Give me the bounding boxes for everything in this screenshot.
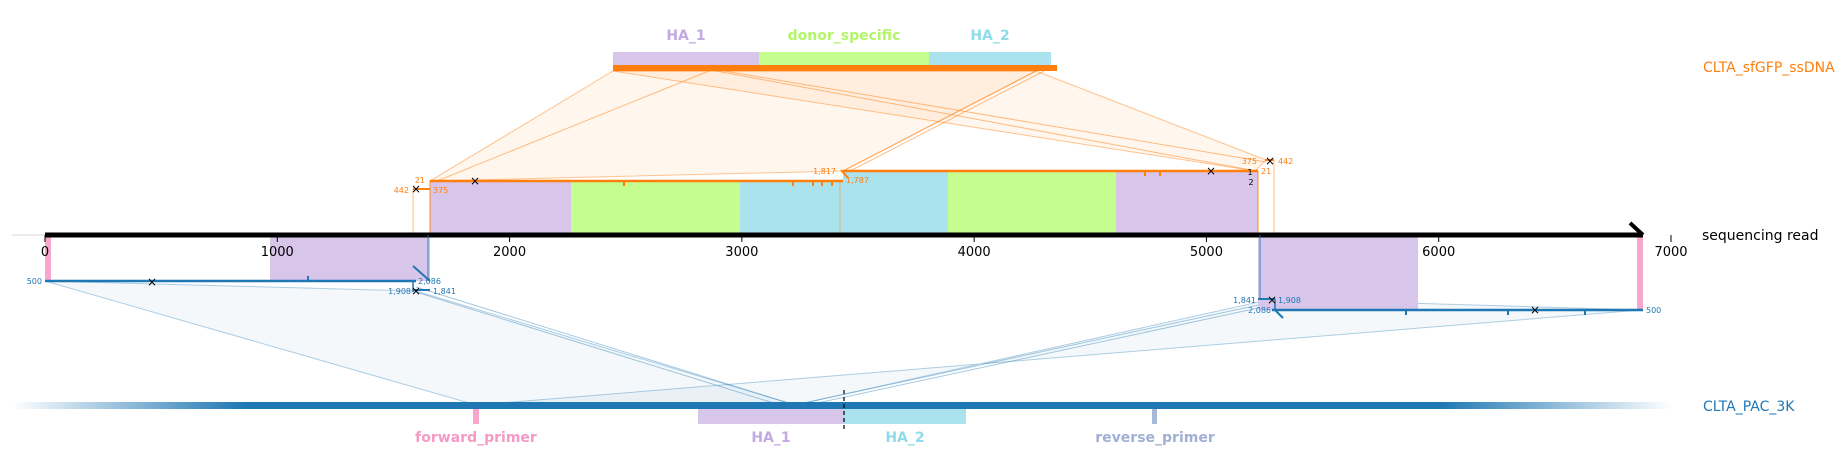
target-reference: forward_primer HA_1 HA_2 reverse_primer … [12,390,1795,446]
donor-ha2-label: HA_2 [970,28,1009,44]
donor-fan-line [715,70,1257,172]
target-rev-primer-block [1152,409,1157,424]
target-fan-line [807,304,1273,406]
read-axis-tick-label: 2000 [493,245,526,260]
target-aln1-annot-2086: 2,086 [418,277,441,286]
target-ha2-block [844,409,966,424]
donor-specific-label: donor_specific [788,28,901,44]
target-ha1-label: HA_1 [751,430,790,446]
target-aln1-annot-1908: 1,908 [388,287,411,296]
donor-specific-block [759,52,929,66]
donor-aln2-annot-21: 21 [1261,167,1271,176]
target-fan-line [415,291,781,406]
donor-aln2-annot-1817: 1,817 [813,167,836,176]
mismatch-marker: × [1265,154,1275,168]
target-aln2-annot-2086: 2,086 [1248,306,1271,315]
aln1-ha2-block [740,181,843,235]
target-aln1-annot-1841: 1,841 [433,287,456,296]
donor-alignment-bars: × × × × 21 442 375 1,817 1,787 375 442 2… [394,154,1293,235]
target-aln2-annot-500: 500 [1646,306,1661,315]
donor-aln-edge [840,169,849,179]
donor-aln2-annot-375: 375 [1242,157,1257,166]
mismatch-marker: × [1206,164,1216,178]
target-fan-line [415,286,796,406]
donor-aln2-annot-2: 2 [1248,178,1253,187]
donor-fan-line [842,70,1037,172]
donor-name-label: CLTA_sfGFP_ssDNA [1703,60,1835,76]
mismatch-marker: × [1267,293,1277,307]
sequencing-read-label: sequencing read [1702,228,1818,244]
mismatch-marker: × [470,174,480,188]
read-feature-blocks [45,171,1643,310]
target-aln1-annot-500: 500 [27,277,42,286]
target-fwd-primer-block [473,409,479,424]
read-fwd-primer-right [1637,235,1643,310]
aln1-donor-specific-block [571,181,740,235]
target-ha2-label: HA_2 [885,430,924,446]
target-aln2-ha1-block [1258,235,1418,310]
read-axis-tick-label: 0 [41,245,49,260]
target-aln-edge [1274,309,1284,319]
sequencing-read-arrowhead [1628,221,1645,237]
mismatch-marker: × [1530,303,1540,317]
donor-aln2-annot-1: 1 [1247,168,1252,177]
target-alignment-bars: × × × × 500 2,086 1,908 1,841 1,841 1,90… [27,235,1661,319]
donor-fan-line [849,70,1045,172]
donor-reference: HA_1 donor_specific HA_2 CLTA_sfGFP_ssDN… [613,28,1835,76]
donor-aln1-annot-442: 442 [394,186,409,195]
read-axis-ticks: 0 1000 2000 3000 4000 5000 6000 7000 [41,235,1688,260]
read-axis-tick-label: 5000 [1190,245,1223,260]
donor-fan-line [436,70,710,182]
donor-aln1-annot-21: 21 [415,176,425,185]
donor-ha2-block [929,52,1051,66]
donor-reference-bar [613,65,1057,71]
target-aln-edge [412,265,431,282]
donor-alignment-fans [428,70,1267,182]
target-rev-primer-label: reverse_primer [1095,430,1215,446]
donor-aln2-annot-442: 442 [1278,157,1293,166]
aln1-ha1-block [430,181,571,235]
mismatch-marker: × [411,182,421,196]
read-axis-tick-label: 3000 [725,245,758,260]
mismatch-marker: × [147,275,157,289]
donor-aln2-annot-1787: 1,787 [846,176,869,185]
sequencing-read: sequencing read 0 1000 2000 3000 4000 5000 600… [12,221,1818,260]
donor-aln1-annot-375: 375 [433,186,448,195]
read-fwd-primer-left [45,235,51,281]
read-axis-tick-label: 6000 [1422,245,1455,260]
read-axis-tick-label: 1000 [261,245,294,260]
target-fan-1 [44,280,796,406]
aln2-donor-specific-block [948,171,1116,235]
target-aln1-ha1-block [270,235,430,281]
target-fan-line [794,301,1273,406]
donor-fan-line [723,70,1267,163]
target-name-label: CLTA_PAC_3K [1703,399,1795,415]
target-reference-bar [12,402,1672,409]
read-axis-tick-label: 4000 [958,245,991,260]
mismatch-marker: × [411,284,421,298]
aln2-ha1-block [1116,171,1258,235]
target-aln2-annot-1841: 1,841 [1233,296,1256,305]
donor-ha1-block [613,52,759,66]
target-ha1-block [698,409,844,424]
read-axis-tick-label: 7000 [1654,245,1687,260]
target-fwd-primer-label: forward_primer [415,430,537,446]
donor-ha1-label: HA_1 [666,28,705,44]
aln2-ha2-block [843,171,948,235]
target-aln2-annot-1908: 1,908 [1278,296,1301,305]
